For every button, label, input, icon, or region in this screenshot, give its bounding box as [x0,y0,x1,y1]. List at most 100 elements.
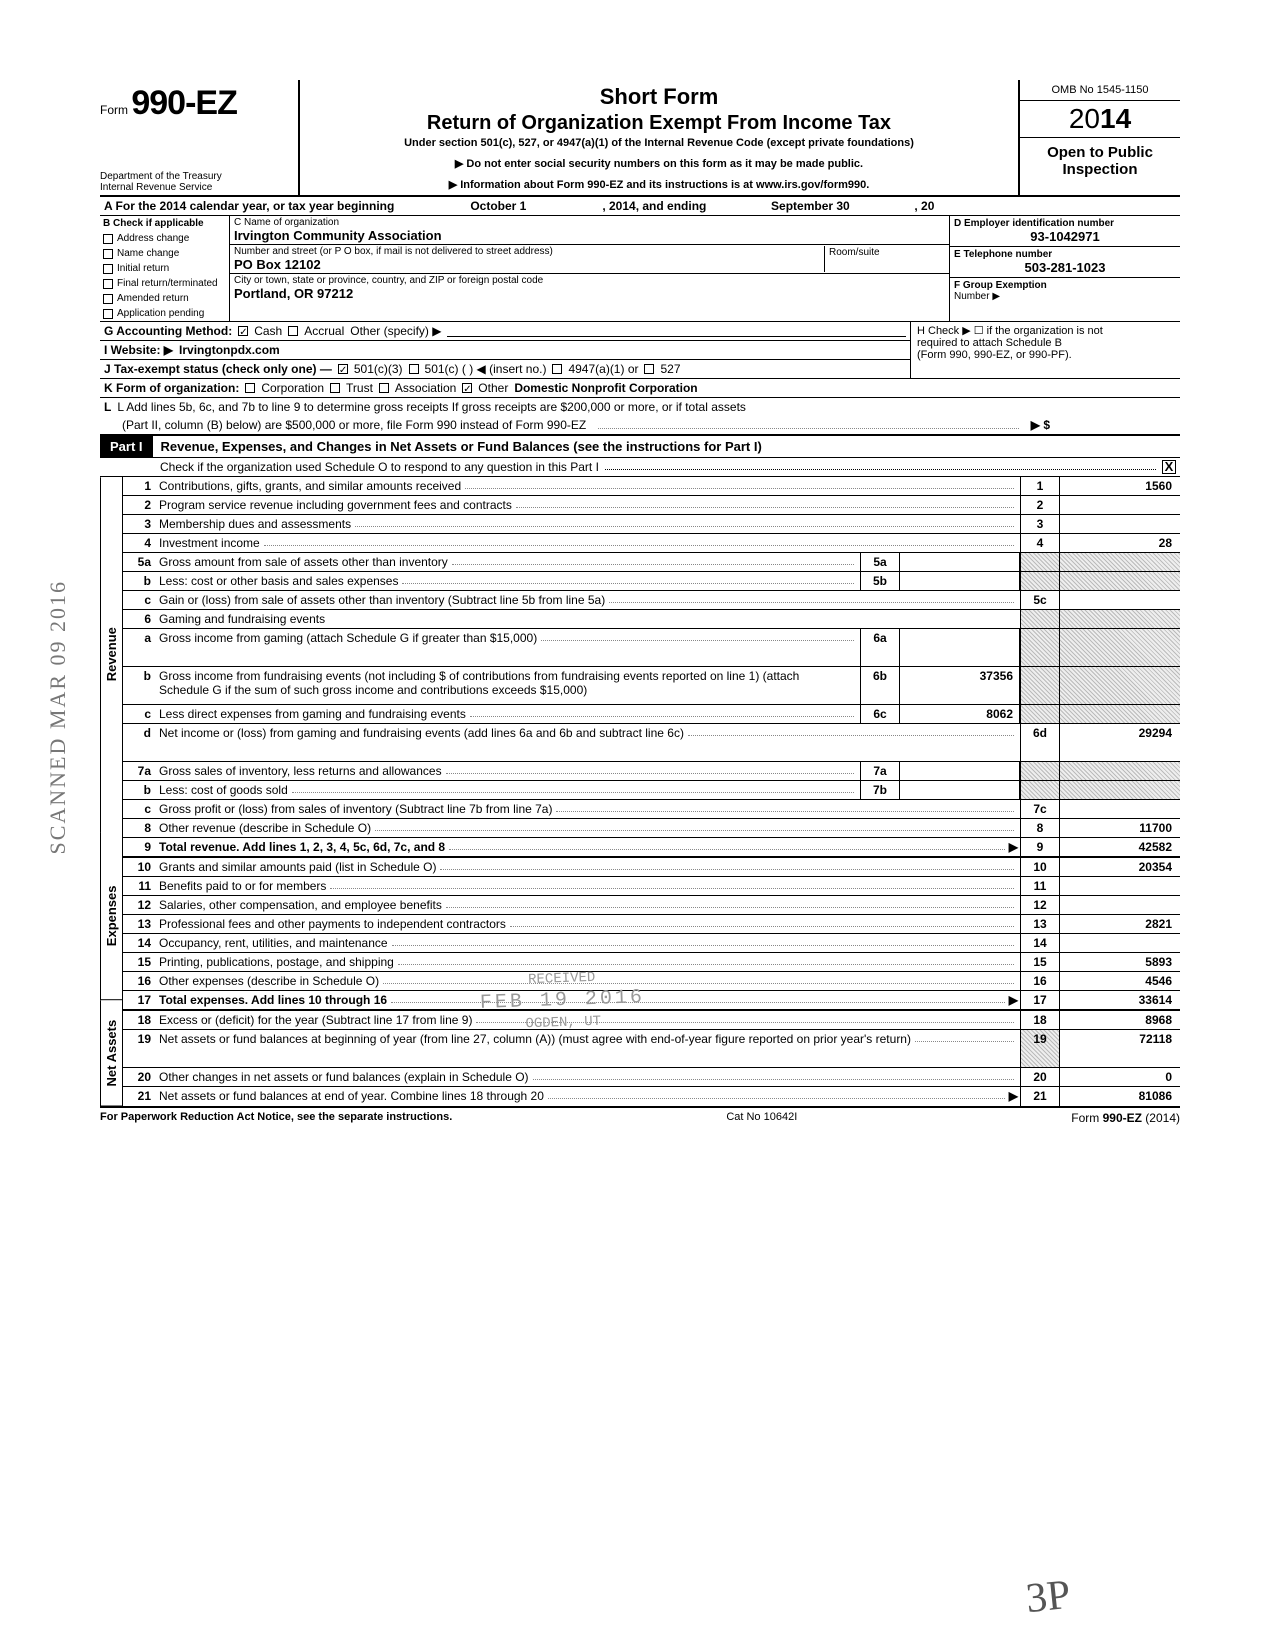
side-expenses: Expenses [100,832,122,1000]
footer-right: Form 990-EZ (2014) [1071,1111,1180,1125]
side-revenue: Revenue [100,477,122,832]
page-footer: For Paperwork Reduction Act Notice, see … [100,1108,1180,1125]
row-a-mid: , 2014, and ending [598,197,710,215]
addr-value: PO Box 12102 [234,257,824,272]
year-bold: 14 [1100,103,1131,134]
line-8: 8Other revenue (describe in Schedule O)8… [123,819,1180,838]
line-l1: L L Add lines 5b, 6c, and 7b to line 9 t… [100,398,1180,416]
l-tail: ▶ $ [1031,418,1050,432]
chk-cash[interactable] [238,326,248,336]
e-label: E Telephone number [954,249,1176,260]
cell-phone: E Telephone number 503-281-1023 [950,247,1180,278]
l-text1: L Add lines 5b, 6c, and 7b to line 9 to … [117,400,746,414]
part1-grid: Revenue Expenses Net Assets 1Contributio… [100,477,1180,1108]
col-def: D Employer identification number 93-1042… [950,216,1180,321]
line-16: 16Other expenses (describe in Schedule O… [123,972,1180,991]
line-11: 11Benefits paid to or for members11 [123,877,1180,896]
block-bcdef: B Check if applicable Address change Nam… [100,216,1180,322]
line-i: I Website: ▶ Irvingtonpdx.com [100,341,910,360]
footer-cat: Cat No 10642I [726,1111,797,1125]
part1-title: Revenue, Expenses, and Changes in Net As… [153,436,1180,457]
j-label: J Tax-exempt status (check only one) — [104,362,332,376]
line-5a: 5aGross amount from sale of assets other… [123,553,1180,572]
line-d: dNet income or (loss) from gaming and fu… [123,724,1180,762]
signature-initials: 3P [1023,1571,1072,1623]
line-4: 4Investment income428 [123,534,1180,553]
line-l2: (Part II, column (B) below) are $500,000… [100,416,1180,434]
e-value: 503-281-1023 [954,260,1176,275]
col-c-org-info: C Name of organization Irvington Communi… [230,216,950,321]
chk-501c3[interactable] [338,364,348,374]
cell-group-exemption: F Group Exemption Number ▶ [950,278,1180,304]
line-b: bLess: cost or other basis and sales exp… [123,572,1180,591]
chk-assoc[interactable] [379,383,389,393]
chk-amended-return[interactable]: Amended return [100,291,229,306]
h-line3: (Form 990, 990-EZ, or 990-PF). [917,349,1174,361]
line-b: bGross income from fundraising events (n… [123,667,1180,705]
k-label: K Form of organization: [104,381,239,395]
title-short-form: Short Form [308,84,1010,110]
line-13: 13Professional fees and other payments t… [123,915,1180,934]
chk-527[interactable] [644,364,654,374]
g-label: G Accounting Method: [104,324,232,338]
row-a-tail: , 20 [910,197,990,215]
instruction-ssn: ▶ Do not enter social security numbers o… [308,157,1010,170]
b-heading: B Check if applicable [100,216,229,231]
grid-body: 1Contributions, gifts, grants, and simil… [123,477,1180,1106]
form-number: Form 990-EZ [100,84,292,123]
line-7a: 7aGross sales of inventory, less returns… [123,762,1180,781]
cell-org-name: C Name of organization Irvington Communi… [230,216,949,245]
line-10: 10Grants and similar amounts paid (list … [123,857,1180,877]
line-17: 17Total expenses. Add lines 10 through 1… [123,991,1180,1010]
line-21: 21Net assets or fund balances at end of … [123,1087,1180,1106]
subtitle: Under section 501(c), 527, or 4947(a)(1)… [308,137,1010,149]
part1-checkbox[interactable]: X [1162,460,1176,474]
city-label: City or town, state or province, country… [234,275,945,286]
chk-corp[interactable] [245,383,255,393]
part1-header: Part I Revenue, Expenses, and Changes in… [100,434,1180,458]
omb-number: OMB No 1545-1150 [1020,80,1180,101]
room-suite-label: Room/suite [825,246,945,272]
i-value: Irvingtonpdx.com [179,343,280,357]
title-return: Return of Organization Exempt From Incom… [308,112,1010,135]
scanned-stamp: SCANNED MAR 09 2016 [45,580,71,855]
chk-other[interactable] [462,383,472,393]
dept-block: Department of the Treasury Internal Reve… [100,171,292,193]
line-k: K Form of organization: Corporation Trus… [100,379,1180,398]
form-header: Form 990-EZ Department of the Treasury I… [100,80,1180,197]
line-19: 19Net assets or fund balances at beginni… [123,1030,1180,1068]
header-left: Form 990-EZ Department of the Treasury I… [100,80,300,195]
instruction-info: ▶ Information about Form 990-EZ and its … [308,178,1010,191]
col-b-checkboxes: B Check if applicable Address change Nam… [100,216,230,321]
dept-line2: Internal Revenue Service [100,182,292,193]
chk-4947[interactable] [552,364,562,374]
line-15: 15Printing, publications, postage, and s… [123,953,1180,972]
chk-address-change[interactable]: Address change [100,231,229,246]
l-text2: (Part II, column (B) below) are $500,000… [122,418,586,432]
chk-final-return[interactable]: Final return/terminated [100,276,229,291]
side-labels: Revenue Expenses Net Assets [100,477,123,1106]
chk-application-pending[interactable]: Application pending [100,306,229,321]
f-label: F Group Exemption [954,280,1176,291]
header-middle: Short Form Return of Organization Exempt… [300,80,1020,195]
side-netassets: Net Assets [100,1001,122,1107]
chk-trust[interactable] [330,383,340,393]
chk-initial-return[interactable]: Initial return [100,261,229,276]
line-12: 12Salaries, other compensation, and empl… [123,896,1180,915]
dept-line1: Department of the Treasury [100,171,292,182]
chk-accrual[interactable] [288,326,298,336]
d-value: 93-1042971 [954,229,1176,244]
h-line1: H Check ▶ ☐ if the organization is not [917,324,1174,337]
form-990ez: Form 990-EZ Department of the Treasury I… [100,80,1180,1125]
chk-name-change[interactable]: Name change [100,246,229,261]
line-2: 2Program service revenue including gover… [123,496,1180,515]
form-prefix: Form [100,103,128,117]
c-label: C Name of organization [234,217,945,228]
line-j: J Tax-exempt status (check only one) — 5… [100,360,910,378]
f-label2: Number ▶ [954,291,1176,302]
line-g: G Accounting Method: Cash Accrual Other … [100,322,910,341]
open-to-public: Open to Public Inspection [1020,138,1180,185]
line-9: 9Total revenue. Add lines 1, 2, 3, 4, 5c… [123,838,1180,857]
chk-501c[interactable] [409,364,419,374]
row-a-label: A For the 2014 calendar year, or tax yea… [100,197,398,215]
